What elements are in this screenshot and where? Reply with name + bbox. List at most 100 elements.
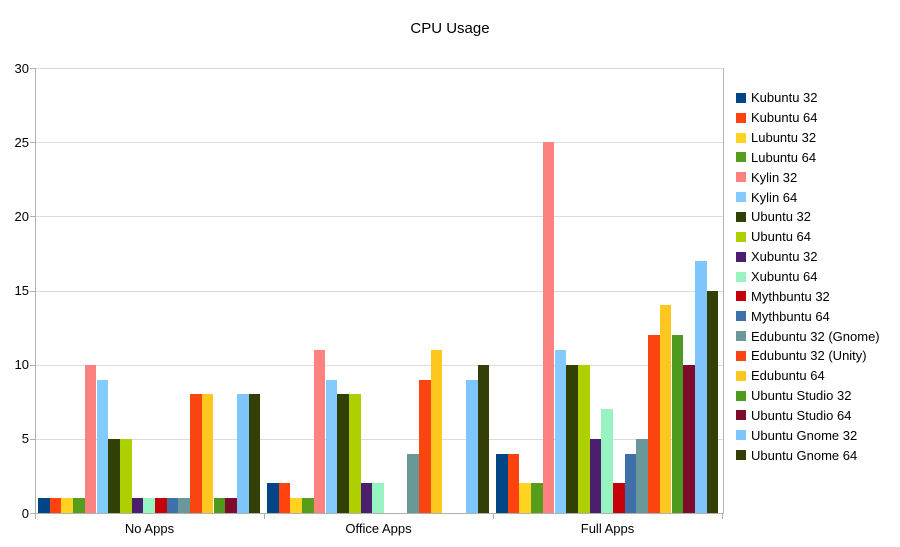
legend-item-ubuntu-gnome-32: Ubuntu Gnome 32 — [736, 425, 880, 445]
bar-edubuntu-32-gnome--office-apps — [407, 453, 420, 513]
legend-swatch-mythbuntu-32 — [736, 291, 746, 302]
bar-mythbuntu-32-full-apps — [613, 483, 625, 513]
y-axis-label-0: 0 — [21, 505, 29, 521]
legend-swatch-kubuntu-64 — [736, 112, 746, 123]
bar-ubuntu-studio-32-full-apps — [671, 335, 684, 513]
x-category-label-office-apps: Office Apps — [345, 521, 412, 536]
x-category-label-full-apps: Full Apps — [580, 521, 635, 536]
legend-label-xubuntu-32: Xubuntu 32 — [751, 249, 818, 265]
bar-ubuntu-studio-32-no-apps — [213, 498, 226, 513]
gridline-y-30 — [36, 68, 723, 69]
x-axis-tick-0 — [35, 514, 36, 519]
bar-kylin-32-full-apps — [542, 142, 555, 513]
legend-item-ubuntu-gnome-64: Ubuntu Gnome 64 — [736, 445, 880, 465]
bar-ubuntu-gnome-32-office-apps — [465, 379, 478, 513]
legend-swatch-edubuntu-32-unity- — [736, 350, 746, 361]
legend-label-edubuntu-32-unity-: Edubuntu 32 (Unity) — [751, 348, 867, 364]
bar-lubuntu-64-full-apps — [531, 483, 543, 513]
bar-edubuntu-32-unity--no-apps — [190, 394, 202, 513]
bar-ubuntu-gnome-64-full-apps — [706, 290, 719, 513]
bar-xubuntu-64-full-apps — [601, 409, 613, 513]
y-axis-label-30: 30 — [14, 60, 29, 76]
bar-mythbuntu-32-no-apps — [155, 498, 167, 513]
bar-ubuntu-32-no-apps — [108, 438, 120, 513]
legend-swatch-lubuntu-32 — [736, 132, 746, 143]
bar-edubuntu-64-office-apps — [430, 349, 443, 513]
legend-label-kylin-64: Kylin 64 — [751, 189, 798, 205]
bar-kylin-64-office-apps — [325, 379, 338, 513]
legend-label-mythbuntu-32: Mythbuntu 32 — [751, 288, 830, 304]
legend-label-xubuntu-64: Xubuntu 64 — [751, 269, 818, 285]
bar-lubuntu-32-office-apps — [290, 498, 303, 513]
legend-label-ubuntu-gnome-64: Ubuntu Gnome 64 — [751, 447, 858, 463]
bar-kubuntu-64-office-apps — [278, 483, 291, 513]
legend-item-xubuntu-64: Xubuntu 64 — [736, 267, 880, 287]
legend-swatch-ubuntu-64 — [736, 231, 746, 242]
legend-swatch-kubuntu-32 — [736, 92, 746, 103]
bar-kylin-64-no-apps — [96, 379, 109, 513]
y-axis-label-5: 5 — [21, 431, 29, 447]
bar-edubuntu-32-gnome--full-apps — [636, 438, 649, 513]
legend-swatch-lubuntu-64 — [736, 152, 746, 163]
bar-edubuntu-32-gnome--no-apps — [178, 498, 191, 513]
bar-ubuntu-32-office-apps — [337, 394, 349, 513]
bar-xubuntu-32-office-apps — [360, 483, 373, 513]
legend-item-edubuntu-32-gnome-: Edubuntu 32 (Gnome) — [736, 326, 880, 346]
x-axis-tick-1 — [264, 514, 265, 519]
legend-label-edubuntu-64: Edubuntu 64 — [751, 368, 825, 384]
gridline-y-15 — [36, 290, 723, 292]
legend-item-kubuntu-32: Kubuntu 32 — [736, 88, 880, 108]
legend-item-mythbuntu-64: Mythbuntu 64 — [736, 306, 880, 326]
y-axis-tick-10 — [30, 364, 35, 366]
x-axis-tick-3 — [722, 514, 723, 519]
bar-ubuntu-gnome-32-no-apps — [236, 394, 249, 513]
bar-xubuntu-64-office-apps — [372, 483, 384, 513]
bar-xubuntu-32-full-apps — [589, 438, 602, 513]
bar-kubuntu-64-full-apps — [507, 453, 520, 513]
legend-label-ubuntu-32: Ubuntu 32 — [751, 209, 811, 225]
legend-item-ubuntu-64: Ubuntu 64 — [736, 227, 880, 247]
legend-swatch-ubuntu-gnome-64 — [736, 450, 746, 461]
bar-lubuntu-64-office-apps — [302, 498, 314, 513]
legend-label-ubuntu-gnome-32: Ubuntu Gnome 32 — [751, 427, 858, 443]
gridline-y-10 — [36, 364, 723, 366]
bar-edubuntu-32-unity--full-apps — [648, 335, 660, 513]
legend-swatch-edubuntu-64 — [736, 370, 746, 381]
legend-swatch-ubuntu-gnome-32 — [736, 430, 746, 441]
bar-lubuntu-32-no-apps — [61, 498, 74, 513]
legend-item-ubuntu-studio-64: Ubuntu Studio 64 — [736, 406, 880, 426]
gridline-y-5 — [36, 438, 723, 440]
y-axis-tick-5 — [30, 438, 35, 440]
legend-swatch-kylin-64 — [736, 192, 746, 203]
legend-swatch-ubuntu-studio-32 — [736, 390, 746, 401]
legend-item-ubuntu-32: Ubuntu 32 — [736, 207, 880, 227]
chart-title: CPU Usage — [410, 20, 490, 37]
legend-swatch-ubuntu-studio-64 — [736, 410, 746, 421]
legend-item-xubuntu-32: Xubuntu 32 — [736, 247, 880, 267]
legend-item-lubuntu-32: Lubuntu 32 — [736, 128, 880, 148]
legend-swatch-kylin-32 — [736, 172, 746, 183]
legend-swatch-xubuntu-32 — [736, 251, 746, 262]
bar-kubuntu-32-full-apps — [496, 453, 508, 513]
plot-area — [35, 68, 724, 514]
legend-label-edubuntu-32-gnome-: Edubuntu 32 (Gnome) — [751, 328, 880, 344]
bar-kylin-64-full-apps — [554, 349, 567, 513]
legend-swatch-ubuntu-32 — [736, 211, 746, 222]
bar-lubuntu-32-full-apps — [519, 483, 532, 513]
bar-mythbuntu-64-no-apps — [166, 498, 179, 513]
bar-edubuntu-64-no-apps — [201, 394, 214, 513]
y-axis-tick-0 — [30, 513, 35, 514]
legend-item-lubuntu-64: Lubuntu 64 — [736, 148, 880, 168]
bar-xubuntu-64-no-apps — [143, 498, 155, 513]
x-axis-tick-2 — [493, 514, 494, 519]
legend-swatch-xubuntu-64 — [736, 271, 746, 282]
gridline-y-20 — [36, 216, 723, 218]
legend-label-ubuntu-studio-64: Ubuntu Studio 64 — [751, 407, 852, 423]
bar-ubuntu-gnome-32-full-apps — [694, 260, 707, 513]
legend-label-lubuntu-64: Lubuntu 64 — [751, 149, 817, 165]
legend-item-kylin-32: Kylin 32 — [736, 167, 880, 187]
legend-label-lubuntu-32: Lubuntu 32 — [751, 130, 817, 146]
legend-item-mythbuntu-32: Mythbuntu 32 — [736, 286, 880, 306]
bar-kylin-32-office-apps — [313, 349, 326, 513]
